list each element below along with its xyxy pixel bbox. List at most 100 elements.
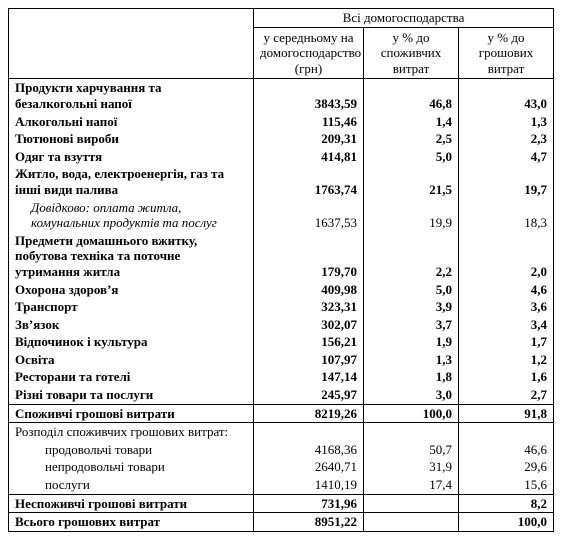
- row-value: 3,6: [459, 298, 554, 316]
- row-value: 5,0: [364, 148, 459, 166]
- table-row: Освіта107,971,31,2: [9, 351, 554, 369]
- row-value: 409,98: [254, 281, 364, 299]
- row-label: Довідково: оплата житла, комунальних про…: [9, 199, 254, 232]
- row-label: послуги: [9, 476, 254, 494]
- row-label: Різні товари та послуги: [9, 386, 254, 404]
- expenditure-table: Всі домогосподарства у середньому на дом…: [8, 8, 554, 532]
- table-row: Споживчі грошові витрати8219,26100,091,8: [9, 404, 554, 423]
- header-col-3: у % до грошових витрат: [459, 27, 554, 79]
- row-label: Одяг та взуття: [9, 148, 254, 166]
- row-value: 1410,19: [254, 476, 364, 494]
- table-row: Тютюнові вироби209,312,52,3: [9, 130, 554, 148]
- row-value: 2,7: [459, 386, 554, 404]
- row-value: 4,7: [459, 148, 554, 166]
- row-label: Житло, вода, електроенергія, газ та інші…: [9, 165, 254, 198]
- row-value: 1,2: [459, 351, 554, 369]
- table-row: послуги1410,1917,415,6: [9, 476, 554, 494]
- row-label: продовольчі товари: [9, 441, 254, 459]
- row-value: 4,6: [459, 281, 554, 299]
- row-value: 2640,71: [254, 458, 364, 476]
- row-label: Всього грошових витрат: [9, 513, 254, 532]
- row-label: Продукти харчування та безалкогольні нап…: [9, 79, 254, 113]
- row-value: 8,2: [459, 494, 554, 513]
- table-row: Предмети домашнього вжитку, побутова тех…: [9, 232, 554, 281]
- row-value: 3843,59: [254, 79, 364, 113]
- table-row: Охорона здоров’я409,985,04,6: [9, 281, 554, 299]
- row-value: 1637,53: [254, 199, 364, 232]
- table-row: Різні товари та послуги245,973,02,7: [9, 386, 554, 404]
- row-label: Тютюнові вироби: [9, 130, 254, 148]
- row-label: Ресторани та готелі: [9, 368, 254, 386]
- table-row: Транспорт323,313,93,6: [9, 298, 554, 316]
- table-row: продовольчі товари4168,3650,746,6: [9, 441, 554, 459]
- table-row: Алкогольні напої115,461,41,3: [9, 113, 554, 131]
- row-value: 1,3: [459, 113, 554, 131]
- row-value: 5,0: [364, 281, 459, 299]
- row-value: 1763,74: [254, 165, 364, 198]
- row-value: 147,14: [254, 368, 364, 386]
- row-value: 2,2: [364, 232, 459, 281]
- row-value: 100,0: [364, 404, 459, 423]
- row-value: 100,0: [459, 513, 554, 532]
- table-row: Неспоживчі грошові витрати731,96 8,2: [9, 494, 554, 513]
- row-label: Освіта: [9, 351, 254, 369]
- row-value: 31,9: [364, 458, 459, 476]
- row-value: [459, 423, 554, 441]
- row-label: Транспорт: [9, 298, 254, 316]
- row-value: 115,46: [254, 113, 364, 131]
- row-value: 2,5: [364, 130, 459, 148]
- row-value: 1,6: [459, 368, 554, 386]
- row-value: 4168,36: [254, 441, 364, 459]
- row-value: 46,6: [459, 441, 554, 459]
- row-value: 245,97: [254, 386, 364, 404]
- row-label: Предмети домашнього вжитку, побутова тех…: [9, 232, 254, 281]
- row-value: 156,21: [254, 333, 364, 351]
- row-label: Алкогольні напої: [9, 113, 254, 131]
- row-value: 731,96: [254, 494, 364, 513]
- row-value: 1,8: [364, 368, 459, 386]
- row-value: 15,6: [459, 476, 554, 494]
- row-value: 323,31: [254, 298, 364, 316]
- row-value: 8219,26: [254, 404, 364, 423]
- table-row: Розподіл споживчих грошових витрат:: [9, 423, 554, 441]
- table-row: Зв’язок302,073,73,4: [9, 316, 554, 334]
- row-label: Зв’язок: [9, 316, 254, 334]
- row-value: 1,3: [364, 351, 459, 369]
- table-header: Всі домогосподарства у середньому на дом…: [9, 9, 554, 79]
- row-label: непродовольчі товари: [9, 458, 254, 476]
- row-label: Споживчі грошові витрати: [9, 404, 254, 423]
- row-value: 19,7: [459, 165, 554, 198]
- header-col-1: у середньому на домогосподарство (грн): [254, 27, 364, 79]
- table-row: Всього грошових витрат8951,22100,0: [9, 513, 554, 532]
- table-row: Одяг та взуття414,815,04,7: [9, 148, 554, 166]
- row-value: 1,9: [364, 333, 459, 351]
- table-row: Житло, вода, електроенергія, газ та інші…: [9, 165, 554, 198]
- row-value: 1,4: [364, 113, 459, 131]
- row-value: 29,6: [459, 458, 554, 476]
- row-label: Неспоживчі грошові витрати: [9, 494, 254, 513]
- header-group: Всі домогосподарства: [254, 9, 554, 28]
- table-row: Ресторани та готелі147,141,81,6: [9, 368, 554, 386]
- row-value: 21,5: [364, 165, 459, 198]
- row-label: Відпочинок і культура: [9, 333, 254, 351]
- row-value: 43,0: [459, 79, 554, 113]
- row-value: 1,7: [459, 333, 554, 351]
- table-body: Продукти харчування та безалкогольні нап…: [9, 79, 554, 531]
- row-value: 2,0: [459, 232, 554, 281]
- row-value: 91,8: [459, 404, 554, 423]
- row-label: Охорона здоров’я: [9, 281, 254, 299]
- row-value: 3,7: [364, 316, 459, 334]
- row-value: 3,0: [364, 386, 459, 404]
- row-value: [254, 423, 364, 441]
- table-row: Продукти харчування та безалкогольні нап…: [9, 79, 554, 113]
- row-value: [364, 423, 459, 441]
- row-value: 50,7: [364, 441, 459, 459]
- row-value: 179,70: [254, 232, 364, 281]
- table-row: Довідково: оплата житла, комунальних про…: [9, 199, 554, 232]
- row-value: 414,81: [254, 148, 364, 166]
- row-label: Розподіл споживчих грошових витрат:: [9, 423, 254, 441]
- row-value: [364, 513, 459, 532]
- row-value: [364, 494, 459, 513]
- table-row: Відпочинок і культура156,211,91,7: [9, 333, 554, 351]
- row-value: 107,97: [254, 351, 364, 369]
